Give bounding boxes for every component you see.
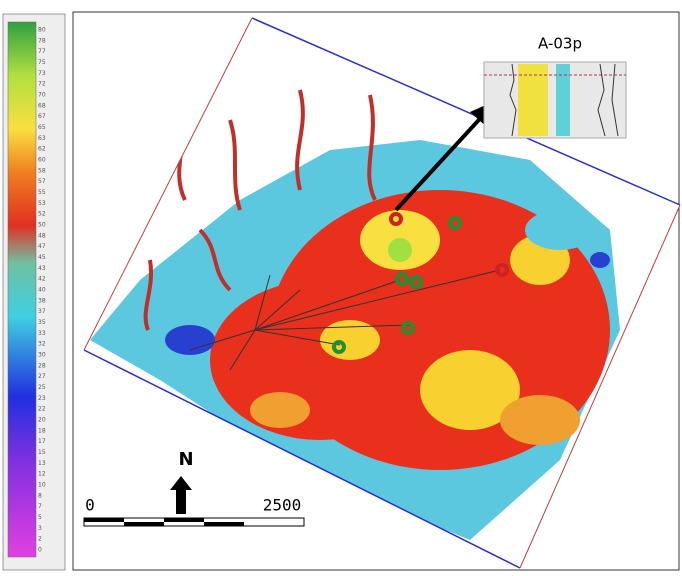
scale-bar [84, 518, 304, 526]
colorbar-label: 23 [38, 395, 46, 402]
colorbar [8, 22, 36, 557]
colorbar-label: 58 [38, 167, 46, 174]
colorbar-label: 27 [38, 373, 46, 380]
colorbar-label: 15 [38, 449, 46, 456]
page: {"colorbar": {"labels": [80, 78, 77, 75,… [0, 0, 682, 572]
colorbar-label: 72 [38, 81, 46, 88]
colorbar-label: 68 [38, 102, 46, 109]
well-label: A-03p [538, 35, 582, 53]
colorbar-label: 37 [38, 308, 46, 315]
colorbar-label: 18 [38, 427, 46, 434]
colorbar-label: 32 [38, 341, 46, 348]
colorbar-label: 62 [38, 146, 46, 153]
colorbar-label: 7 [38, 503, 42, 510]
colorbar-label: 5 [38, 514, 42, 521]
colorbar-label: 60 [38, 157, 46, 164]
colorbar-label: 52 [38, 211, 46, 218]
colorbar-label: 75 [38, 59, 46, 66]
colorbar-label: 50 [38, 222, 46, 229]
colorbar-label: 63 [38, 135, 46, 142]
figure: 8078777573727068676563626058575553525048… [0, 0, 682, 572]
colorbar-label: 2 [38, 536, 42, 543]
colorbar-label: 47 [38, 243, 46, 250]
log-inset [484, 62, 626, 138]
colorbar-label: 20 [38, 417, 46, 424]
colorbar-label: 65 [38, 124, 46, 131]
colorbar-label: 73 [38, 70, 46, 77]
colorbar-label: 45 [38, 254, 46, 261]
scale-end: 2500 [263, 496, 302, 515]
colorbar-label: 78 [38, 37, 46, 44]
colorbar-label: 8 [38, 492, 42, 499]
colorbar-label: 40 [38, 287, 46, 294]
north-label: N [178, 449, 193, 470]
colorbar-label: 3 [38, 525, 42, 532]
colorbar-label: 67 [38, 113, 46, 120]
colorbar-label: 70 [38, 92, 46, 99]
colorbar-label: 55 [38, 189, 46, 196]
colorbar-label: 33 [38, 330, 46, 337]
colorbar-label: 13 [38, 460, 46, 467]
colorbar-label: 28 [38, 362, 46, 369]
colorbar-label: 10 [38, 482, 46, 489]
colorbar-label: 57 [38, 178, 46, 185]
colorbar-label: 25 [38, 384, 46, 391]
colorbar-label: 0 [38, 547, 42, 554]
colorbar-label: 17 [38, 438, 46, 445]
colorbar-label: 80 [38, 27, 46, 34]
colorbar-label: 42 [38, 276, 46, 283]
colorbar-label: 12 [38, 471, 46, 478]
colorbar-label: 48 [38, 232, 46, 239]
colorbar-label: 30 [38, 352, 46, 359]
colorbar-label: 77 [38, 48, 46, 55]
colorbar-label: 53 [38, 200, 46, 207]
colorbar-label: 22 [38, 406, 46, 413]
colorbar-label: 38 [38, 297, 46, 304]
colorbar-label: 43 [38, 265, 46, 272]
colorbar-labels: 8078777573727068676563626058575553525048… [38, 27, 46, 554]
scale-start: 0 [85, 496, 95, 515]
colorbar-label: 35 [38, 319, 46, 326]
